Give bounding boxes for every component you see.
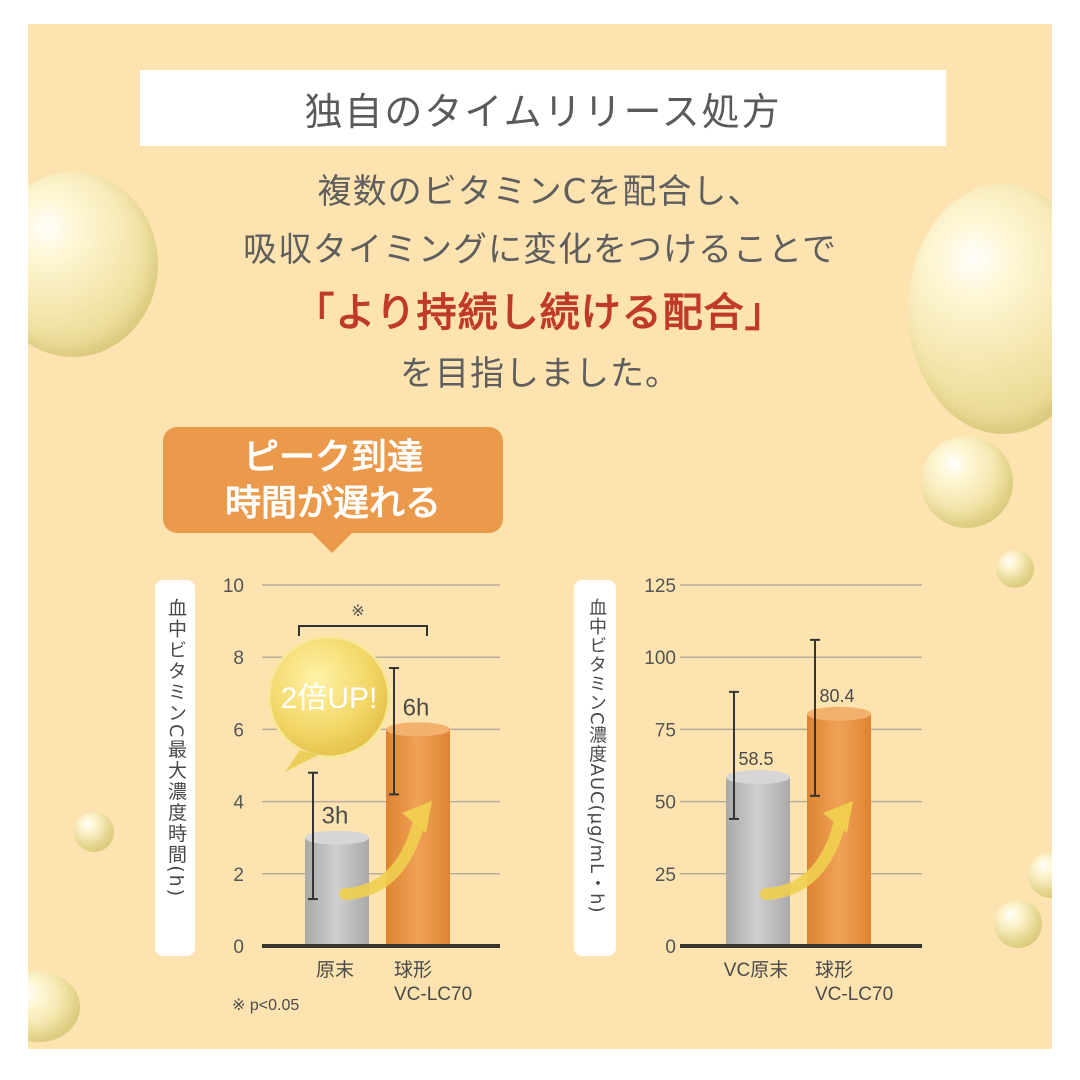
badge-text: 2倍UP! <box>281 682 378 715</box>
category-label: VC-LC70 <box>815 984 893 1005</box>
category-label: 球形 <box>815 959 853 981</box>
chart1-ylabel: 血中ビタミンC最大濃度時間(h) <box>165 598 187 899</box>
y-tick-label: 6 <box>233 720 244 741</box>
bubble-decoration <box>921 436 1013 528</box>
y-tick-label: 10 <box>223 576 244 597</box>
background-panel <box>28 24 1052 1049</box>
category-label: 原末 <box>316 959 354 981</box>
value-label: 58.5 <box>738 749 773 769</box>
page-title: 独自のタイムリリース処方 <box>304 89 782 134</box>
value-label: 80.4 <box>819 686 854 706</box>
significance-bracket <box>298 625 428 636</box>
bar <box>726 777 790 946</box>
y-tick-label: 8 <box>233 648 244 669</box>
callout-line-2: 時間が遅れる <box>224 483 441 524</box>
lead-line-2: 吸収タイミングに変化をつけることで <box>243 230 837 270</box>
chart1-ylabel-box <box>155 580 195 956</box>
bar-top <box>305 830 369 845</box>
peak-callout: ピーク到達 時間が遅れる <box>163 427 503 533</box>
badge-ring <box>267 635 391 759</box>
category-label: 球形 <box>394 959 432 981</box>
category-label: VC原末 <box>724 959 788 981</box>
y-tick-label: 25 <box>655 865 676 886</box>
y-tick-label: 0 <box>665 937 676 958</box>
lead-highlight: 「より持続し続ける配合」 <box>294 290 786 336</box>
badge-circle <box>269 637 389 757</box>
chart2-ylabel-box <box>574 580 616 956</box>
lead-line-4: を目指しました。 <box>400 354 680 394</box>
y-tick-label: 50 <box>655 793 676 814</box>
callout-line-1: ピーク到達 <box>242 437 423 478</box>
arrow-icon <box>760 819 845 900</box>
y-tick-label: 75 <box>655 720 676 741</box>
chart2-ylabel: 血中ビタミンC濃度AUC(μg/mL・h) <box>586 598 607 914</box>
badge-tail <box>285 750 318 772</box>
lead-line-1: 複数のビタミンCを配合し、 <box>317 172 763 212</box>
value-label: 6h <box>403 694 430 721</box>
callout-pointer <box>312 533 352 553</box>
footnote: ※ p<0.05 <box>232 997 299 1014</box>
y-tick-label: 125 <box>644 576 676 597</box>
arrow-head-icon <box>823 801 853 833</box>
bar-top <box>807 706 871 721</box>
bubble-decoration <box>28 172 158 357</box>
bubble-decoration <box>74 812 114 852</box>
bubble-decoration <box>994 900 1042 948</box>
bar-top <box>726 770 790 785</box>
arrow-head-icon <box>402 801 432 833</box>
y-tick-label: 4 <box>233 793 244 814</box>
y-tick-label: 0 <box>233 937 244 958</box>
significance-mark: ※ <box>351 603 364 620</box>
y-tick-label: 100 <box>644 648 676 669</box>
title-banner: 独自のタイムリリース処方 <box>140 70 946 146</box>
value-label: 3h <box>322 803 349 830</box>
category-label: VC-LC70 <box>394 984 472 1005</box>
y-tick-label: 2 <box>233 865 244 886</box>
bubble-decoration <box>996 550 1034 588</box>
arrow-icon <box>339 819 424 900</box>
bubble-decoration <box>908 184 1052 434</box>
bar-top <box>386 722 450 737</box>
